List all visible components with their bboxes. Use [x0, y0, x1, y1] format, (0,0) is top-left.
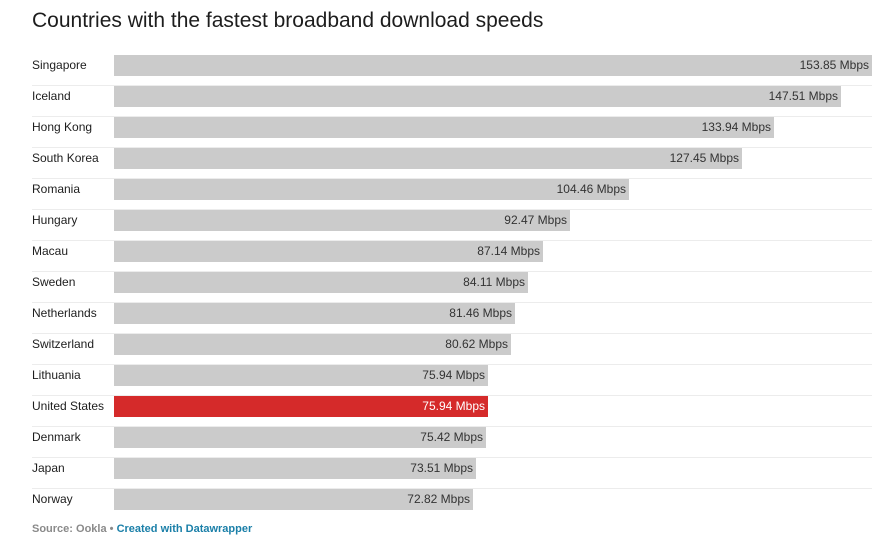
category-label: Macau: [32, 244, 69, 258]
bar-value-label: 72.82 Mbps: [407, 492, 470, 506]
category-label: Switzerland: [32, 337, 95, 351]
bar-row: Denmark 75.42 Mbps: [0, 427, 886, 458]
bar: 127.45 Mbps: [114, 148, 742, 169]
bar-value-label: 87.14 Mbps: [477, 244, 540, 258]
bar: 72.82 Mbps: [114, 489, 473, 510]
bar-value-label: 127.45 Mbps: [669, 151, 739, 165]
row-divider: [32, 364, 872, 365]
bar-value-label: 147.51 Mbps: [768, 89, 838, 103]
bar: 73.51 Mbps: [114, 458, 476, 479]
bar: 81.46 Mbps: [114, 303, 515, 324]
category-label: South Korea: [32, 151, 99, 165]
bar-row: Hong Kong 133.94 Mbps: [0, 117, 886, 148]
category-label: United States: [32, 399, 105, 413]
bar: 104.46 Mbps: [114, 179, 629, 200]
bar-value-label: 92.47 Mbps: [504, 213, 567, 227]
category-label: Hong Kong: [32, 120, 93, 134]
bar-row: Iceland 147.51 Mbps: [0, 86, 886, 117]
bar-highlighted: 75.94 Mbps: [114, 396, 488, 417]
category-label: Norway: [32, 492, 73, 506]
category-label: Hungary: [32, 213, 78, 227]
bar-row: Switzerland 80.62 Mbps: [0, 334, 886, 365]
bar-value-label: 73.51 Mbps: [410, 461, 473, 475]
bar: 80.62 Mbps: [114, 334, 511, 355]
bar-value-label: 75.94 Mbps: [422, 368, 485, 382]
bar-row: Sweden 84.11 Mbps: [0, 272, 886, 303]
category-label: Romania: [32, 182, 81, 196]
bar: 75.42 Mbps: [114, 427, 486, 448]
row-divider: [32, 178, 872, 179]
category-label: Lithuania: [32, 368, 81, 382]
bar-row: Japan 73.51 Mbps: [0, 458, 886, 489]
category-label: Netherlands: [32, 306, 97, 320]
category-label: Sweden: [32, 275, 76, 289]
category-label: Japan: [32, 461, 65, 475]
row-divider: [32, 209, 872, 210]
bar: 75.94 Mbps: [114, 365, 488, 386]
bar: 153.85 Mbps: [114, 55, 872, 76]
bar-value-label: 81.46 Mbps: [449, 306, 512, 320]
source-note: Source: Ookla: [32, 523, 107, 535]
row-divider: [32, 457, 872, 458]
bar-row: Singapore 153.85 Mbps: [0, 55, 886, 86]
bar-value-label: 75.42 Mbps: [420, 430, 483, 444]
bar-row: Romania 104.46 Mbps: [0, 179, 886, 210]
bar: 133.94 Mbps: [114, 117, 774, 138]
row-divider: [32, 488, 872, 489]
row-divider: [32, 426, 872, 427]
row-divider: [32, 395, 872, 396]
row-divider: [32, 333, 872, 334]
bar-value-label: 80.62 Mbps: [445, 337, 508, 351]
chart-title: Countries with the fastest broadband dow…: [32, 9, 544, 32]
bar-row: South Korea 127.45 Mbps: [0, 148, 886, 179]
category-label: Singapore: [32, 58, 87, 72]
bar: 92.47 Mbps: [114, 210, 570, 231]
footer-separator: •: [109, 523, 114, 535]
bar: 87.14 Mbps: [114, 241, 543, 262]
category-label: Denmark: [32, 430, 81, 444]
row-divider: [32, 116, 872, 117]
category-label: Iceland: [32, 89, 71, 103]
bar-value-label: 104.46 Mbps: [556, 182, 626, 196]
bar-value-label: 84.11 Mbps: [463, 275, 525, 289]
bar-row: Netherlands 81.46 Mbps: [0, 303, 886, 334]
bar: 147.51 Mbps: [114, 86, 841, 107]
bar-value-label: 75.94 Mbps: [422, 399, 485, 413]
bar-value-label: 153.85 Mbps: [799, 58, 869, 72]
row-divider: [32, 147, 872, 148]
bar: 84.11 Mbps: [114, 272, 528, 293]
row-divider: [32, 85, 872, 86]
datawrapper-credit-link[interactable]: Created with Datawrapper: [116, 523, 253, 535]
bar-row: United States 75.94 Mbps: [0, 396, 886, 427]
chart-footer: Source: Ookla • Created with Datawrapper: [32, 523, 252, 535]
row-divider: [32, 240, 872, 241]
row-divider: [32, 302, 872, 303]
bar-value-label: 133.94 Mbps: [701, 120, 771, 134]
bar-row: Hungary 92.47 Mbps: [0, 210, 886, 241]
bar-row: Norway 72.82 Mbps: [0, 489, 886, 520]
bar-row: Lithuania 75.94 Mbps: [0, 365, 886, 396]
row-divider: [32, 271, 872, 272]
bar-row: Macau 87.14 Mbps: [0, 241, 886, 272]
